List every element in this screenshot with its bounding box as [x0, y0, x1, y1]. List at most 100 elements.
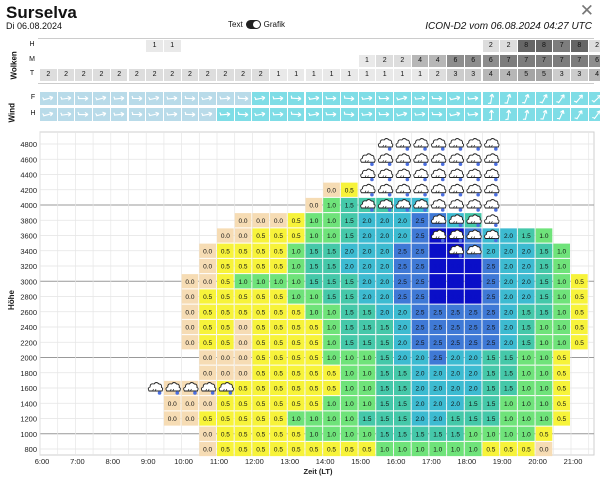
thermal-value: 2.0	[416, 370, 425, 377]
cumulus-cloud-icon	[395, 183, 411, 197]
wind-arrow-icon	[75, 108, 93, 121]
view-toggle[interactable]: Text Grafik	[228, 20, 285, 29]
x-tick-label: 19:00	[493, 457, 512, 466]
cloud-cell: 2	[429, 69, 447, 81]
thermal-value: 0.5	[327, 370, 336, 377]
wind-arrow-icon	[376, 108, 393, 121]
thermal-value: 0.5	[256, 447, 265, 454]
thermal-value: 1.5	[451, 431, 460, 438]
thermal-value: 0.5	[274, 325, 283, 332]
thermal-cell	[376, 243, 393, 258]
thermal-cell	[358, 274, 376, 289]
thermal-value: 2.5	[416, 233, 425, 240]
thermal-cell	[340, 274, 358, 289]
toggle-switch[interactable]	[245, 20, 261, 29]
thermal-cell	[340, 411, 358, 426]
thermal-cell	[500, 411, 517, 426]
cumulus-cloud-icon	[484, 168, 500, 182]
y-tick-label: 2000	[20, 354, 37, 363]
wind-arrow-icon	[199, 108, 216, 121]
thermal-cell	[287, 335, 305, 350]
thermal-value: 0.5	[274, 431, 283, 438]
thermal-cell	[535, 258, 553, 274]
thermal-cell	[199, 350, 216, 365]
thermal-value: 2.0	[398, 309, 407, 316]
thermal-value: 0.5	[239, 248, 248, 255]
cloud-cell: 3	[464, 69, 482, 81]
clouds-section-label: Wolken	[9, 51, 19, 80]
thermal-value: 1.0	[256, 279, 265, 286]
thermal-value: 0.5	[575, 294, 584, 301]
thermal-cell	[394, 350, 411, 365]
cloud-cell: 4	[429, 55, 447, 67]
thermal-cell	[571, 319, 588, 335]
thermal-value: 2.5	[416, 340, 425, 347]
thermal-cell	[340, 289, 358, 304]
thermal-cell	[199, 396, 216, 411]
thermal-value: 1.0	[539, 386, 548, 393]
thermal-value: 0.0	[203, 264, 212, 271]
thermal-value: 2.0	[416, 203, 425, 210]
cumulus-cloud-icon	[466, 183, 482, 197]
thermal-cell	[358, 213, 376, 228]
thermal-value: 2.0	[504, 279, 513, 286]
thermal-value: 1.5	[362, 203, 371, 210]
thermal-value: 0.0	[256, 218, 265, 225]
thermal-cell	[394, 426, 411, 441]
thermal-cell	[305, 335, 323, 350]
thermal-cell	[376, 365, 393, 380]
close-icon[interactable]: ✕	[579, 1, 594, 20]
cumulus-cloud-icon	[448, 244, 465, 258]
thermal-cell	[323, 213, 340, 228]
thermal-value: 0.5	[557, 386, 566, 393]
thermal-cell	[270, 441, 287, 457]
wind-arrow-icon	[376, 92, 393, 105]
thermal-cell	[447, 426, 464, 441]
thermal-value: 0.5	[557, 355, 566, 362]
thermal-cell	[270, 365, 287, 380]
thermal-value: 0.0	[185, 386, 194, 393]
thermal-cell	[411, 197, 429, 213]
thermal-value: 2.5	[398, 264, 407, 271]
thermal-cell	[270, 274, 287, 289]
thermal-value: 0.5	[256, 325, 265, 332]
thermal-value: 2.5	[416, 309, 425, 316]
thermal-cell	[252, 258, 270, 274]
thermal-cell	[535, 304, 553, 319]
cloud-cell	[287, 40, 305, 52]
cloud-cell	[340, 55, 358, 67]
x-tick-label: 8:00	[105, 457, 120, 466]
cloud-cell: 2	[376, 55, 393, 67]
thermal-cell	[535, 365, 553, 380]
thermal-cell	[411, 258, 429, 274]
thermal-cell	[340, 182, 358, 197]
thermal-cell	[429, 350, 447, 365]
cloud-cell	[305, 55, 323, 67]
thermal-cell	[358, 380, 376, 396]
thermal-value: 0.5	[256, 386, 265, 393]
thermal-cell	[394, 380, 411, 396]
thermal-value: 1.5	[362, 325, 371, 332]
thermal-value: 2.0	[451, 218, 460, 225]
thermal-value: 1.5	[504, 370, 513, 377]
thermal-value: 0.0	[168, 416, 177, 423]
thermal-value: 2.5	[469, 248, 478, 255]
thermal-cell	[234, 304, 252, 319]
thermal-value: 1.0	[239, 279, 248, 286]
cumulus-cloud-icon	[165, 382, 181, 395]
thermal-value: 2.0	[398, 355, 407, 362]
thermal-cell	[287, 365, 305, 380]
thermal-cell	[358, 426, 376, 441]
thermal-value: 1.5	[345, 233, 354, 240]
thermal-cell	[500, 319, 517, 335]
thermal-cell	[376, 380, 393, 396]
cloud-cell	[394, 40, 411, 52]
cumulus-cloud-icon	[484, 153, 500, 167]
thermal-value: 0.0	[309, 203, 318, 210]
thermal-value: 2.0	[451, 355, 460, 362]
thermal-cell	[376, 350, 393, 365]
y-tick-label: 3200	[20, 262, 37, 271]
thermal-cell	[394, 335, 411, 350]
thermal-value: 0.5	[309, 401, 318, 408]
thermal-cell	[323, 304, 340, 319]
